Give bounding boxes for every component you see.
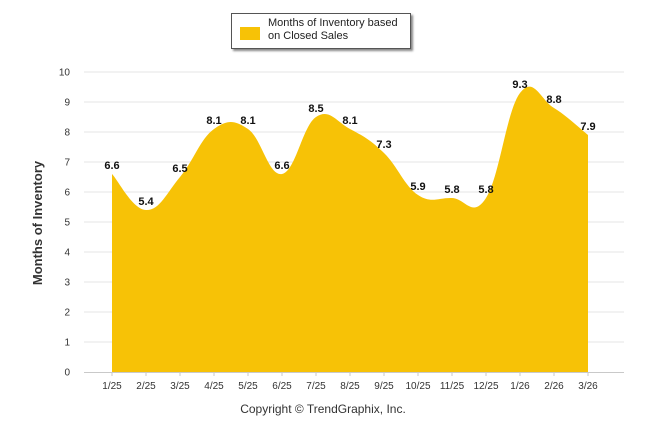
- x-tick-label: 3/26: [578, 381, 598, 392]
- data-label: 5.8: [444, 184, 459, 196]
- data-label: 8.5: [308, 103, 323, 115]
- data-label: 5.9: [410, 181, 425, 193]
- data-label: 9.3: [512, 79, 527, 91]
- data-label: 8.1: [206, 115, 221, 127]
- x-tick-label: 8/25: [340, 381, 360, 392]
- data-label: 8.8: [546, 94, 561, 106]
- x-tick-label: 7/25: [306, 381, 326, 392]
- y-tick-label: 0: [64, 368, 70, 379]
- data-label: 8.1: [240, 115, 255, 127]
- y-tick-label: 5: [64, 218, 70, 229]
- x-tick-label: 4/25: [204, 381, 224, 392]
- y-tick-label: 6: [64, 188, 70, 199]
- x-axis-ticks: 1/25 2/25 3/25 4/25 5/25 6/25 7/25 8/25 9/25 10/2…: [102, 372, 598, 392]
- x-tick-label: 5/25: [238, 381, 258, 392]
- data-label: 6.6: [274, 160, 289, 172]
- y-axis-title: Months of Inventory: [30, 160, 45, 285]
- x-tick-label: 11/25: [440, 381, 465, 392]
- x-tick-label: 2/25: [136, 381, 156, 392]
- x-tick-label: 1/26: [510, 381, 530, 392]
- data-label: 5.4: [138, 196, 154, 208]
- y-tick-label: 3: [64, 278, 70, 289]
- x-tick-label: 9/25: [374, 381, 394, 392]
- data-label: 8.1: [342, 115, 357, 127]
- x-tick-label: 12/25: [473, 381, 498, 392]
- y-tick-label: 2: [64, 308, 70, 319]
- y-tick-label: 1: [64, 338, 70, 349]
- x-tick-label: 1/25: [102, 381, 122, 392]
- legend-swatch: [240, 27, 260, 40]
- legend[interactable]: Months of Inventory based on Closed Sale…: [231, 13, 411, 49]
- data-label: 5.8: [478, 184, 493, 196]
- data-label: 7.9: [580, 121, 595, 133]
- y-tick-label: 7: [64, 158, 70, 169]
- y-tick-label: 4: [64, 248, 70, 259]
- x-tick-label: 10/25: [405, 381, 430, 392]
- y-tick-label: 10: [59, 68, 71, 79]
- x-tick-label: 6/25: [272, 381, 292, 392]
- inventory-area: [112, 86, 588, 373]
- data-label: 7.3: [376, 139, 391, 151]
- y-tick-label: 8: [64, 128, 70, 139]
- copyright-credit: Copyright © TrendGraphix, Inc.: [240, 402, 406, 416]
- legend-label: Months of Inventory based on Closed Sale…: [268, 17, 398, 42]
- x-tick-label: 3/25: [170, 381, 190, 392]
- y-axis-ticks: 0 1 2 3 4 5 6 7 8 9 10: [59, 68, 71, 379]
- data-label: 6.6: [104, 160, 119, 172]
- data-label: 6.5: [172, 163, 187, 175]
- data-labels: 6.6 5.4 6.5 8.1 8.1 6.6 8.5 8.1 7.3 5.9 5.8 5.8 9.3 8…: [104, 79, 595, 208]
- y-tick-label: 9: [64, 98, 70, 109]
- x-tick-label: 2/26: [544, 381, 564, 392]
